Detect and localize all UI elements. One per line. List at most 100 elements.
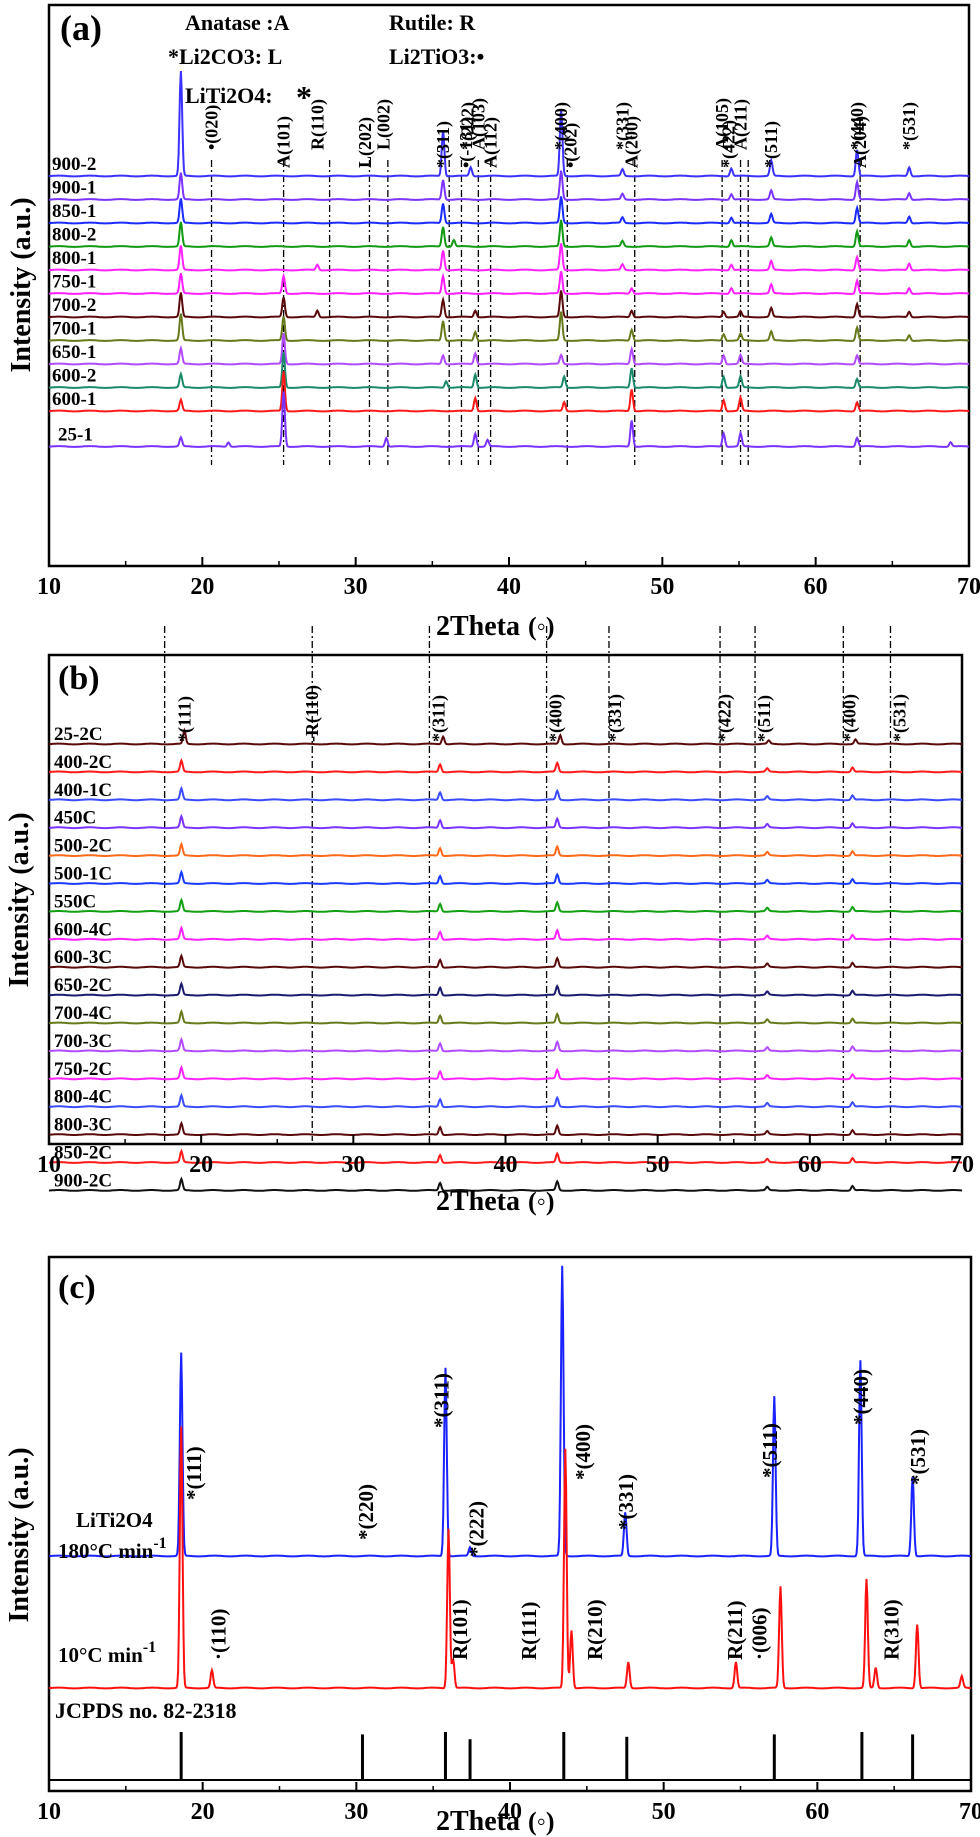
trace-650-2C <box>48 981 963 997</box>
trace-850-2C <box>48 1148 963 1164</box>
x-tick-label: 20 <box>191 1799 215 1825</box>
peak-annotation: L(202) <box>355 117 376 168</box>
x-tick-label: 50 <box>650 574 674 600</box>
series-label-650-1: 650-1 <box>52 342 96 363</box>
series-label-top-name: LiTi2O4 <box>76 1508 153 1532</box>
trace-800-1 <box>48 243 970 272</box>
legend-liti2o4: LiTi2O4: <box>185 83 273 108</box>
x-tick-label: 70 <box>957 574 980 600</box>
panel-c-xunit: (◦) <box>528 1807 555 1836</box>
panel-a-label: (a) <box>60 8 102 48</box>
trace-25-2C <box>48 727 963 746</box>
x-tick-label: 70 <box>959 1799 980 1825</box>
peak-annotation: *(531) <box>890 694 911 742</box>
series-label-400-2C: 400-2C <box>54 752 112 773</box>
peak-annotation: *(311) <box>429 1373 453 1428</box>
series-label-600-3C: 600-3C <box>54 947 112 968</box>
panel-b-ylabel: Intensity (a.u.) <box>4 812 35 987</box>
series-label-900-2C: 900-2C <box>54 1170 112 1191</box>
peak-annotation: *(222) <box>465 1501 489 1557</box>
series-label-400-1C: 400-1C <box>54 780 112 801</box>
series-label-800-2: 800-2 <box>52 225 96 246</box>
panel-c-frame <box>47 1255 973 1793</box>
peak-annotation: *(511) <box>754 695 775 742</box>
panel-a-frame <box>47 3 971 568</box>
panel-b-xunit: (◦) <box>528 1187 555 1216</box>
x-tick-label: 50 <box>646 1152 670 1178</box>
panel-a-xlabel: 2Theta <box>436 611 520 642</box>
panel-a-peak-annotations: •(020) A(101) R(110) L(202)L(002) *(311) *(22… <box>202 98 921 168</box>
series-label-bottom-rate: 10°C min-1 <box>58 1639 156 1667</box>
peak-annotation: *(531) <box>899 102 920 150</box>
peak-annotation: A(200) <box>622 116 643 168</box>
peak-annotation: *(531) <box>906 1429 930 1485</box>
jcpds-reference-label: JCPDS no. 82-2318 <box>55 1698 237 1723</box>
peak-annotation: A(211) <box>731 99 752 150</box>
panel-b-series-labels: 25-2C 400-2C 400-1C 450C 500-2C 500-1C 550C 600… <box>54 724 112 1191</box>
series-label-550C: 550C <box>54 891 96 912</box>
peak-annotation: *(111) <box>174 696 195 742</box>
trace-600-3C <box>48 953 963 969</box>
series-label-top-rate: 180°C min-1 <box>58 1535 167 1563</box>
panel-c-traces <box>48 1265 972 1690</box>
panel-c-x-axis: 10 20 30 40 50 60 70 <box>37 1782 980 1825</box>
series-label-25-1: 25-1 <box>58 425 93 446</box>
x-tick-label: 10 <box>37 574 61 600</box>
series-label-650-2C: 650-2C <box>54 975 112 996</box>
trace-750-1 <box>48 271 970 295</box>
panel-c-xlabel: 2Theta <box>436 1806 520 1837</box>
trace-700-2 <box>48 290 970 319</box>
series-label-750-2C: 750-2C <box>54 1059 112 1080</box>
series-label-850-1: 850-1 <box>52 201 96 222</box>
peak-annotation: *(422) <box>718 120 739 168</box>
trace-600-4C <box>48 925 963 941</box>
peak-annotation: A(105) <box>712 98 733 150</box>
x-tick-label: 50 <box>652 1799 676 1825</box>
series-label-500-1C: 500-1C <box>54 864 112 885</box>
panel-a-x-axis: 10 20 30 40 50 60 70 <box>37 557 980 600</box>
peak-annotation: *(400) <box>571 1424 595 1480</box>
peak-annotation: *(511) <box>761 121 782 168</box>
peak-annotation: *(331) <box>605 694 626 742</box>
series-label-700-3C: 700-3C <box>54 1031 112 1052</box>
x-tick-label: 30 <box>344 1799 368 1825</box>
series-label-800-4C: 800-4C <box>54 1087 112 1108</box>
trace-900-2 <box>48 71 970 178</box>
trace-25-1 <box>48 391 970 448</box>
panel-c: *(111) *(220) *(311) *(222) *(400) *(331) *(51… <box>4 1255 980 1837</box>
x-tick-label: 60 <box>805 1799 829 1825</box>
peak-annotation: *(400) <box>551 102 572 150</box>
peak-annotation: *(422) <box>715 694 736 742</box>
legend-liti2o4-mark: * <box>296 79 312 115</box>
series-label-500-2C: 500-2C <box>54 836 112 857</box>
panel-a-ylabel: Intensity (a.u.) <box>6 197 37 372</box>
peak-annotation: *(400) <box>839 694 860 742</box>
peak-annotation: ·(110) <box>207 1609 231 1660</box>
peak-annotation: A(112) <box>481 117 502 168</box>
trace-500-2C <box>48 841 963 857</box>
legend-li2tio3: Li2TiO3:• <box>389 44 484 69</box>
legend-anatase: Anatase :A <box>185 10 290 35</box>
series-label-700-1: 700-1 <box>52 319 96 340</box>
peak-annotation: A(204) <box>850 116 871 168</box>
peak-annotation: R(111) <box>517 1602 541 1660</box>
trace-800-2 <box>48 219 970 248</box>
trace-900-1 <box>48 170 970 201</box>
trace-650-1 <box>48 333 970 366</box>
peak-annotation: R(110) <box>307 99 328 150</box>
trace-450C <box>48 813 963 830</box>
panel-c-peak-annotations: *(111) *(220) *(311) *(222) *(400) *(331) *(51… <box>182 1369 930 1660</box>
panel-b-peak-annotations: *(111) -R(110) *(311) *(400) *(331) *(422) *(5… <box>174 685 910 742</box>
trace-600-1 <box>48 371 970 413</box>
x-tick-label: 20 <box>190 574 214 600</box>
peak-annotation: *(440) <box>849 1369 873 1425</box>
peak-annotation: ·(006) <box>748 1608 772 1661</box>
series-label-750-1: 750-1 <box>52 272 96 293</box>
trace-700-3C <box>48 1036 963 1053</box>
series-label-700-2: 700-2 <box>52 295 96 316</box>
panel-a-traces <box>48 71 970 448</box>
series-label-800-3C: 800-3C <box>54 1115 112 1136</box>
series-label-850-2C: 850-2C <box>54 1143 112 1164</box>
